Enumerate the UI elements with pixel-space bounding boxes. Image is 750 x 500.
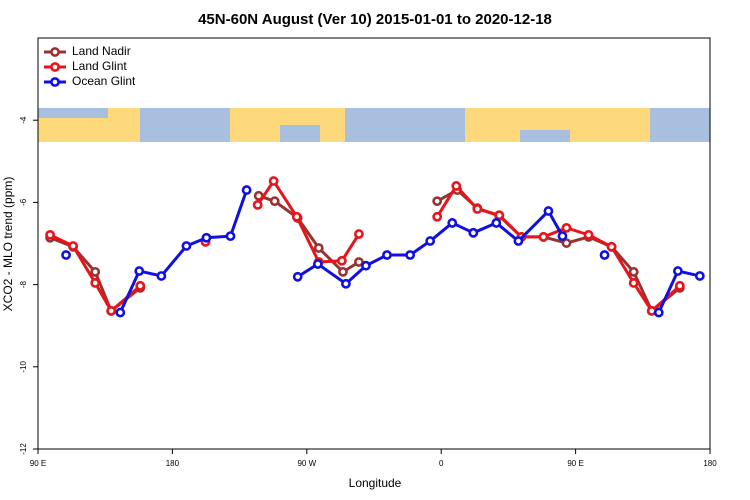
plot-frame <box>37 37 711 450</box>
legend-label: Ocean Glint <box>72 74 136 88</box>
point <box>269 196 280 207</box>
point <box>354 229 364 239</box>
point <box>653 307 664 318</box>
series-line <box>49 179 681 313</box>
y-tick-label: -10 <box>19 360 28 372</box>
map-band <box>38 108 710 142</box>
point <box>252 199 263 210</box>
y-tick-label: -4 <box>19 116 28 124</box>
point <box>361 260 371 271</box>
point <box>538 232 549 242</box>
chart-title: 45N-60N August (Ver 10) 2015-01-01 to 20… <box>198 11 552 28</box>
point <box>583 229 594 240</box>
point <box>606 241 617 252</box>
point <box>135 280 146 291</box>
point <box>425 236 436 246</box>
x-tick-label: 90 E <box>30 459 46 468</box>
point <box>312 259 323 269</box>
y-tick-label: -12 <box>19 443 28 455</box>
point <box>447 218 458 228</box>
point <box>628 278 639 288</box>
point <box>557 231 568 242</box>
point <box>225 231 236 242</box>
point <box>45 229 55 240</box>
point <box>156 271 167 281</box>
point <box>201 232 212 243</box>
point <box>61 250 71 260</box>
x-tick-label: 180 <box>166 459 180 468</box>
point <box>134 266 145 276</box>
point <box>472 204 483 214</box>
legend-marker <box>50 62 60 72</box>
point <box>491 218 502 228</box>
point <box>181 241 192 251</box>
legend-label: Land Nadir <box>72 44 131 58</box>
point <box>268 176 279 186</box>
point <box>313 243 324 253</box>
point <box>382 250 392 260</box>
x-axis-label: Longitude <box>349 476 402 490</box>
legend-label: Land Glint <box>72 59 127 73</box>
y-tick-label: -6 <box>19 198 28 206</box>
x-tick-label: 0 <box>439 459 444 468</box>
point <box>405 250 416 260</box>
point <box>513 236 524 246</box>
point <box>291 211 302 222</box>
point <box>468 227 479 238</box>
point <box>451 181 462 191</box>
x-tick-label: 180 <box>703 459 717 468</box>
point <box>494 210 505 221</box>
y-tick-label: -8 <box>19 280 28 288</box>
point <box>354 257 364 267</box>
point <box>628 266 639 277</box>
x-tick-label: 90 W <box>297 459 316 468</box>
legend-marker <box>50 47 60 57</box>
point <box>115 307 126 318</box>
point <box>674 280 685 291</box>
series-line <box>49 188 681 313</box>
y-axis-label: XCO2 - MLO trend (ppm) <box>1 177 15 312</box>
point <box>561 222 572 233</box>
point <box>432 196 443 207</box>
legend-marker <box>50 77 60 87</box>
point <box>241 185 252 195</box>
point <box>292 271 303 282</box>
point <box>90 266 101 277</box>
point <box>432 211 443 222</box>
point <box>672 266 683 276</box>
point <box>90 278 101 288</box>
point <box>599 250 610 260</box>
point <box>341 278 351 289</box>
point <box>694 271 705 281</box>
point <box>561 238 572 248</box>
point <box>336 255 347 266</box>
point <box>106 306 117 316</box>
point <box>543 206 554 216</box>
x-tick-label: 90 E <box>567 459 583 468</box>
point <box>338 266 348 277</box>
point <box>68 241 78 251</box>
